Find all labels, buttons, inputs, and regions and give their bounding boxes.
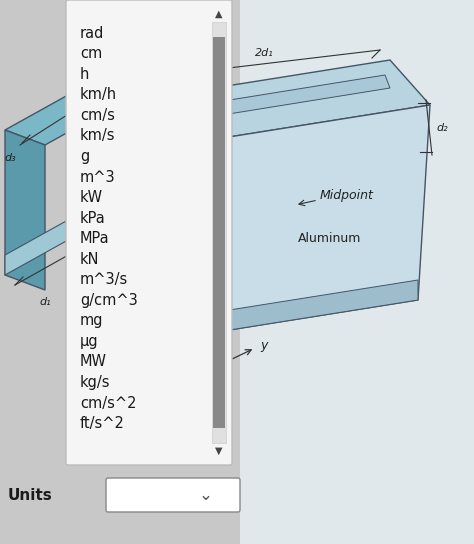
Bar <box>213 37 225 428</box>
Text: g/cm^3: g/cm^3 <box>80 293 138 308</box>
Text: ⌄: ⌄ <box>199 486 212 504</box>
Text: 2d₁: 2d₁ <box>255 48 274 58</box>
Text: MW: MW <box>80 355 107 369</box>
Text: d₂: d₂ <box>436 123 447 133</box>
Text: d₁: d₁ <box>39 297 51 307</box>
Text: cm/s^2: cm/s^2 <box>80 395 137 411</box>
Polygon shape <box>170 60 430 140</box>
Polygon shape <box>198 280 418 335</box>
Text: h: h <box>80 67 90 82</box>
Bar <box>212 22 226 443</box>
Text: μg: μg <box>80 334 99 349</box>
FancyBboxPatch shape <box>66 0 232 465</box>
Text: mg: mg <box>80 313 103 329</box>
Text: Units: Units <box>8 487 53 503</box>
Text: ▼: ▼ <box>215 446 223 456</box>
Polygon shape <box>5 80 135 145</box>
Text: ▲: ▲ <box>215 9 223 19</box>
Text: rad: rad <box>80 26 104 41</box>
Text: km/h: km/h <box>80 88 117 102</box>
Text: kW: kW <box>80 190 103 205</box>
Text: kN: kN <box>80 252 100 267</box>
Polygon shape <box>198 105 430 335</box>
Text: y: y <box>260 339 267 353</box>
FancyBboxPatch shape <box>106 478 240 512</box>
Text: Midpoint: Midpoint <box>320 189 374 201</box>
Text: d₁: d₁ <box>166 350 178 360</box>
Text: kPa: kPa <box>80 211 106 226</box>
Polygon shape <box>5 130 45 290</box>
Text: m^3/s: m^3/s <box>80 273 128 287</box>
Text: cm/s: cm/s <box>80 108 115 123</box>
Polygon shape <box>95 80 135 240</box>
Text: kg/s: kg/s <box>80 375 110 390</box>
Text: km/s: km/s <box>80 128 116 144</box>
Polygon shape <box>180 75 390 121</box>
Text: m^3: m^3 <box>80 170 116 184</box>
Text: cm: cm <box>80 46 102 61</box>
Polygon shape <box>5 205 95 275</box>
Text: ft/s^2: ft/s^2 <box>80 416 125 431</box>
Bar <box>240 0 474 544</box>
Text: g: g <box>80 149 89 164</box>
Text: MPa: MPa <box>80 231 109 246</box>
Text: Aluminum: Aluminum <box>298 232 361 244</box>
Text: d₃: d₃ <box>4 153 16 163</box>
Polygon shape <box>158 95 210 335</box>
